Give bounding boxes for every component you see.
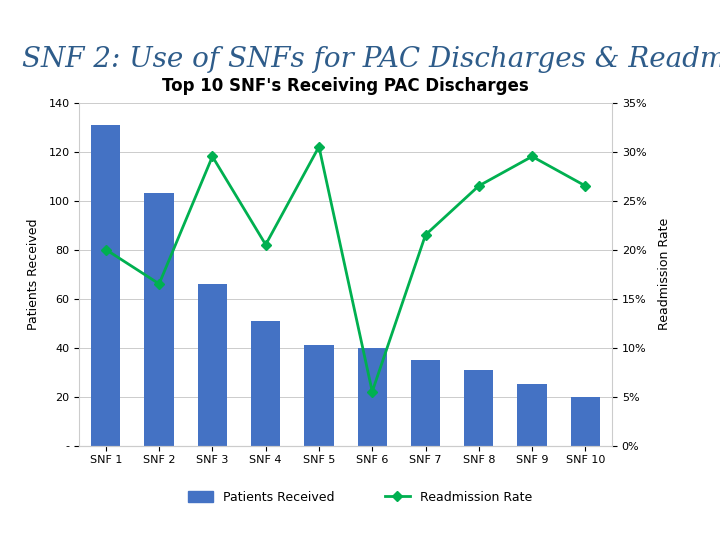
Bar (464, 369, 493, 445)
Bar (358, 348, 387, 445)
Bar (198, 284, 227, 446)
Text: SNF 2: Use of SNFs for PAC Discharges & Readmission Rates: SNF 2: Use of SNFs for PAC Discharges & … (22, 46, 720, 73)
Bar (251, 321, 280, 446)
Bar (571, 396, 600, 446)
Title: Top 10 SNF's Receiving PAC Discharges: Top 10 SNF's Receiving PAC Discharges (162, 77, 529, 96)
Y-axis label: Patients Received: Patients Received (27, 218, 40, 330)
Bar (411, 360, 440, 446)
Bar (91, 125, 120, 446)
Bar (305, 345, 333, 446)
Bar (518, 384, 546, 445)
Legend: Patients Received, Readmission Rate: Patients Received, Readmission Rate (188, 491, 532, 504)
Y-axis label: Readmission Rate: Readmission Rate (657, 218, 670, 330)
Bar (145, 193, 174, 446)
